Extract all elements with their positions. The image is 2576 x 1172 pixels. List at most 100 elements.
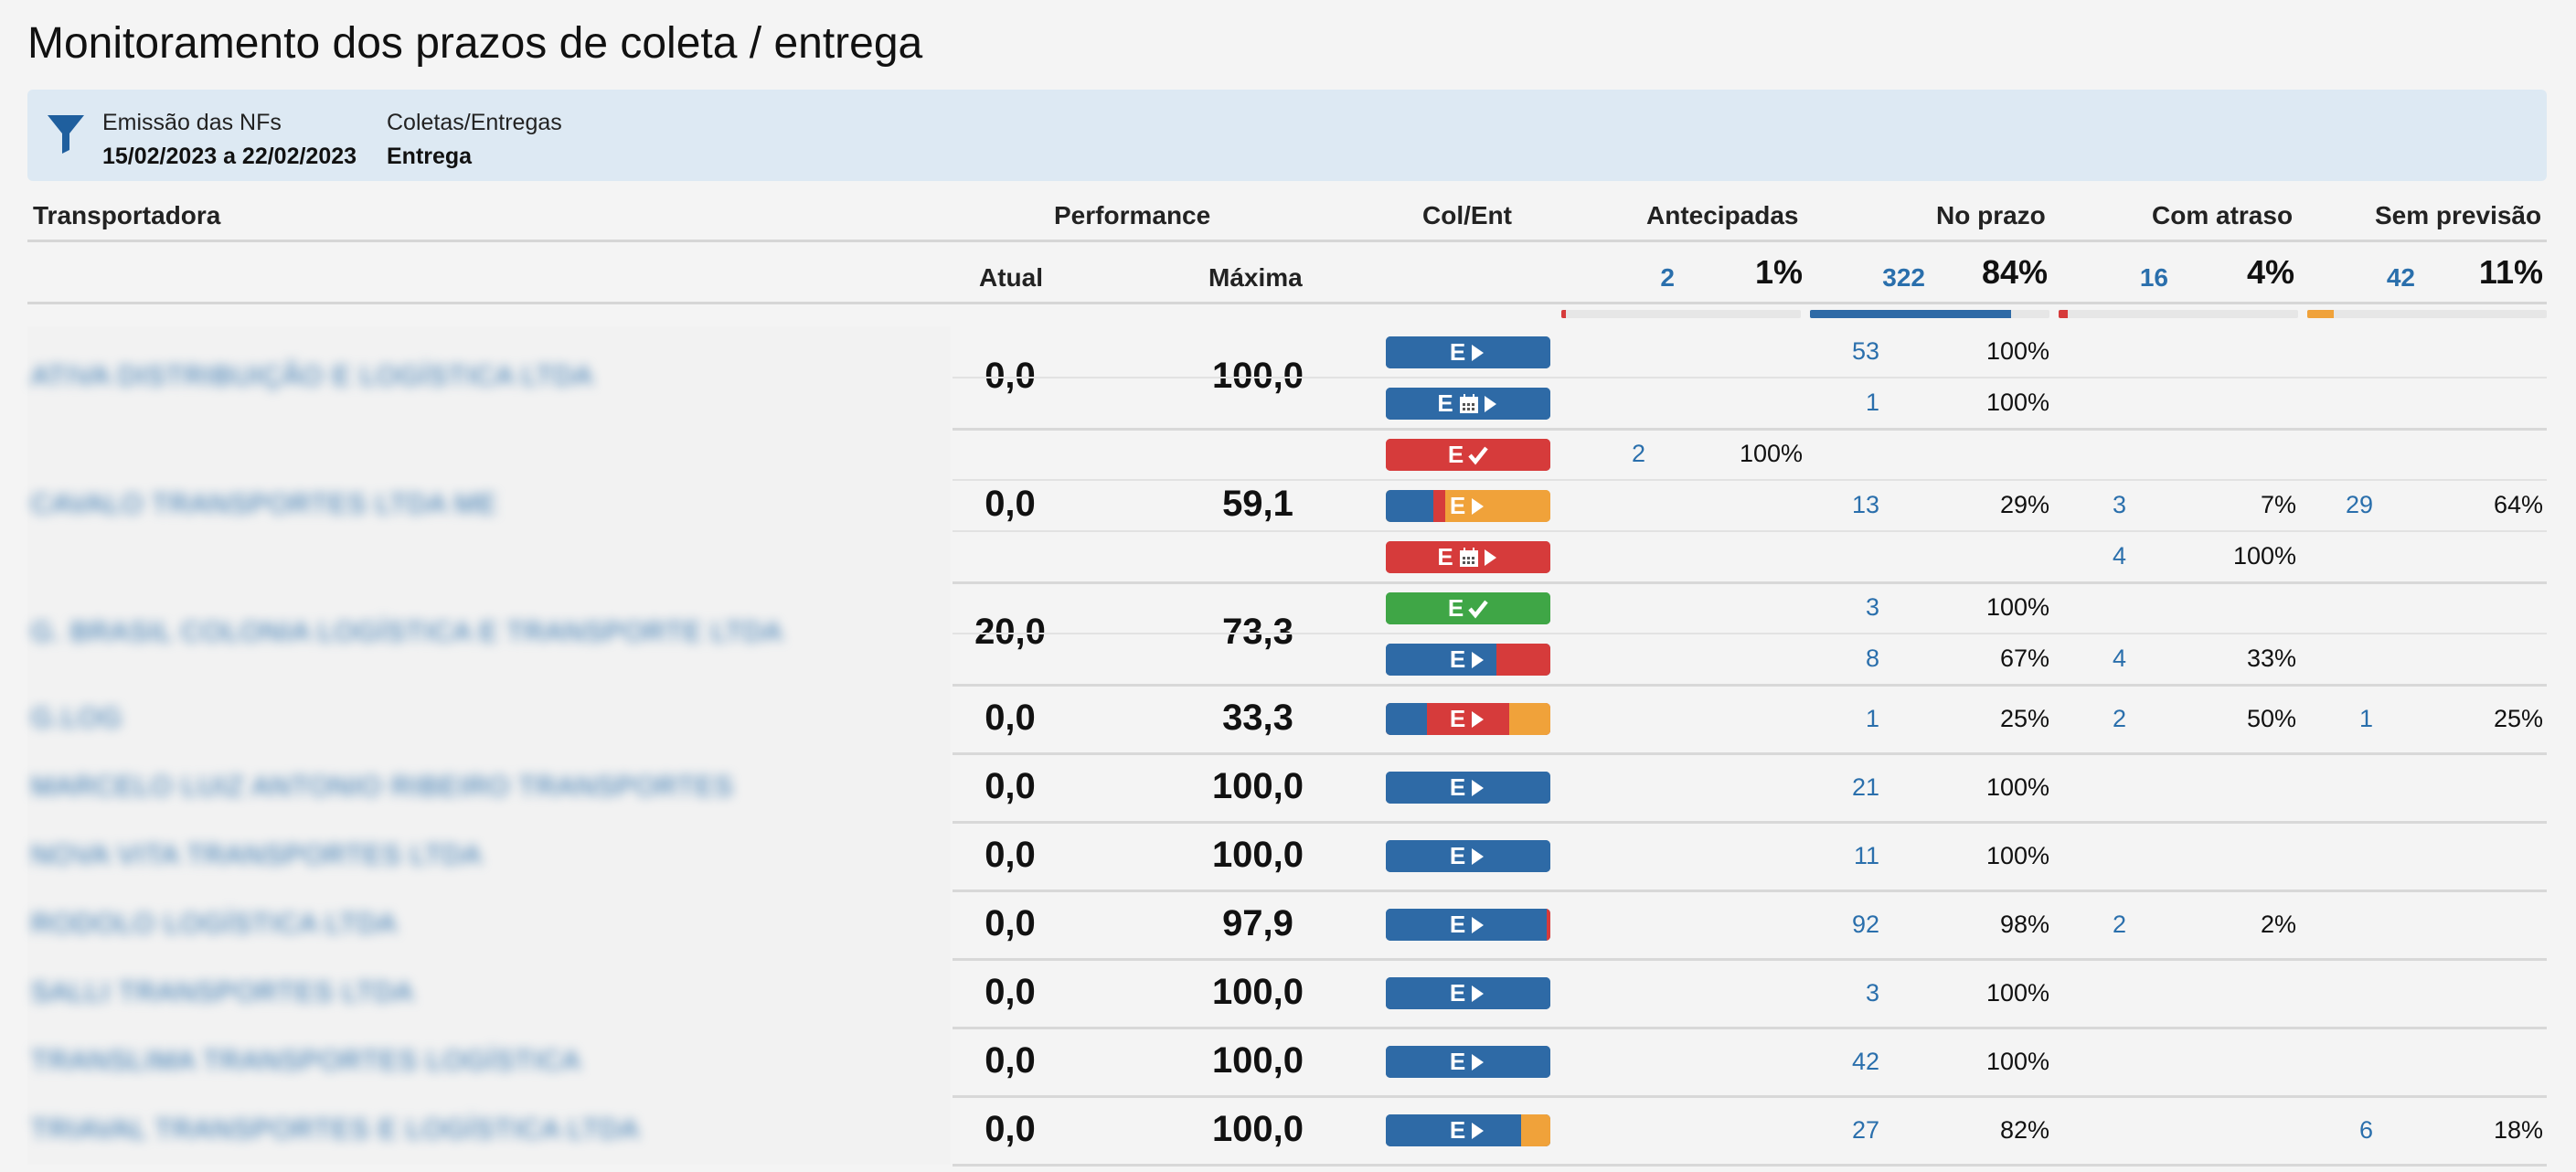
header-maxima[interactable]: Máxima	[1208, 263, 1303, 292]
carrier-divider	[953, 684, 2547, 687]
carrier-name-cell	[27, 685, 951, 753]
no-prazo-count[interactable]: 3	[1865, 978, 1879, 1007]
bar-antecipadas	[1561, 310, 1801, 318]
play-icon	[1472, 652, 1485, 668]
bar-no-prazo-fill	[1810, 310, 2012, 318]
carrier-name[interactable]: MARCELO LUIZ ANTONIO RIBEIRO TRANSPORTES	[31, 771, 734, 802]
summary-antecipadas-pct: 1%	[1754, 253, 1803, 291]
no-prazo-count[interactable]: 92	[1851, 910, 1879, 938]
carrier-divider	[953, 581, 2547, 584]
sem-previsao-count[interactable]: 6	[2358, 1115, 2373, 1144]
no-prazo-count[interactable]: 13	[1851, 491, 1879, 518]
header-com-atraso[interactable]: Com atraso	[2152, 201, 2294, 229]
status-badge[interactable]: E	[1386, 490, 1550, 522]
summary-sem-previsao-pct: 11%	[2478, 253, 2543, 291]
status-badge[interactable]: E	[1386, 1114, 1550, 1146]
no-prazo-count[interactable]: 11	[1853, 841, 1879, 869]
no-prazo-count[interactable]: 1	[1865, 704, 1879, 732]
sem-previsao-count[interactable]: 1	[2358, 704, 2373, 732]
no-prazo-pct: 100%	[1985, 337, 2049, 365]
filter-coletas-label: Coletas/Entregas	[387, 110, 562, 135]
status-badge[interactable]: E	[1386, 541, 1550, 573]
performance-maxima: 100,0	[1211, 834, 1304, 875]
summary-sem-previsao-count[interactable]: 42	[2386, 263, 2415, 292]
com-atraso-count[interactable]: 2	[2112, 704, 2126, 732]
performance-atual: 0,0	[985, 697, 1036, 738]
badge-letter: E	[1437, 389, 1454, 417]
header-antecipadas[interactable]: Antecipadas	[1646, 201, 1799, 229]
badge-label: E	[1386, 840, 1550, 872]
com-atraso-count[interactable]: 3	[2112, 491, 2126, 518]
no-prazo-count[interactable]: 42	[1851, 1047, 1879, 1075]
performance-atual: 0,0	[985, 484, 1036, 524]
badge-label: E	[1386, 1046, 1550, 1078]
carrier-name-cell	[27, 890, 951, 959]
filter-bar[interactable]: Emissão das NFs 15/02/2023 a 22/02/2023 …	[27, 90, 2547, 181]
row-divider	[953, 479, 2547, 481]
performance-maxima: 100,0	[1211, 1039, 1304, 1081]
no-prazo-count[interactable]: 3	[1865, 593, 1879, 621]
filter-icon[interactable]	[46, 112, 86, 155]
carrier-name[interactable]: G. BRASIL COLONIA LOGÍSTICA E TRANSPORTE…	[31, 617, 783, 647]
status-badge[interactable]: E	[1386, 840, 1550, 872]
summary-no-prazo-count[interactable]: 322	[1882, 263, 1925, 292]
header-atual[interactable]: Atual	[979, 263, 1043, 292]
no-prazo-count[interactable]: 8	[1865, 645, 1879, 672]
status-badge[interactable]: E	[1386, 388, 1550, 420]
summary-divider	[27, 302, 2547, 304]
performance-atual: 20,0	[974, 612, 1046, 652]
bar-com-atraso-fill	[2059, 310, 2069, 318]
carrier-name[interactable]: NOVA VITA TRANSPORTES LTDA	[31, 839, 483, 870]
carrier-name[interactable]: ATIVA DISTRIBUIÇÃO E LOGÍSTICA LTDA	[31, 361, 594, 391]
carrier-name[interactable]: TRIAVAL TRANSPORTES E LOGÍSTICA LTDA	[31, 1113, 640, 1145]
carrier-name[interactable]: G.LOG	[31, 702, 123, 733]
badge-letter: E	[1449, 773, 1467, 801]
com-atraso-count[interactable]: 4	[2112, 645, 2126, 672]
no-prazo-pct: 67%	[1999, 645, 2049, 672]
no-prazo-count[interactable]: 53	[1851, 337, 1879, 365]
carrier-name[interactable]: SALLI TRANSPORTES LTDA	[31, 976, 414, 1007]
summary-antecipadas-count[interactable]: 2	[1660, 263, 1675, 292]
sem-previsao-pct: 18%	[2493, 1115, 2543, 1144]
status-badge[interactable]: E	[1386, 1046, 1550, 1078]
carrier-name[interactable]: CAVALO TRANSPORTES LTDA ME	[31, 489, 498, 519]
header-transportadora[interactable]: Transportadora	[33, 201, 221, 229]
status-badge[interactable]: E	[1386, 977, 1550, 1009]
status-badge[interactable]: E	[1386, 909, 1550, 941]
performance-maxima: 33,3	[1222, 697, 1293, 738]
status-badge[interactable]: E	[1386, 336, 1550, 368]
status-badge[interactable]: E	[1386, 439, 1550, 471]
badge-letter: E	[1449, 1116, 1467, 1144]
row-divider	[953, 633, 2547, 634]
carrier-name[interactable]: TRANSLIMA TRANSPORTES LOGÍSTICA	[31, 1045, 581, 1076]
com-atraso-count[interactable]: 2	[2112, 910, 2126, 938]
carrier-divider	[953, 1164, 2547, 1167]
carrier-name-cell	[27, 959, 951, 1028]
no-prazo-count[interactable]: 21	[1851, 772, 1879, 801]
bar-sem-previsao-fill	[2307, 310, 2334, 318]
antecipadas-count[interactable]: 2	[1631, 440, 1645, 467]
check-icon	[1468, 600, 1488, 619]
carrier-name[interactable]: RODOLO LOGÍSTICA LTDA	[31, 908, 398, 939]
no-prazo-pct: 25%	[1999, 704, 2049, 732]
no-prazo-pct: 98%	[1999, 910, 2049, 938]
status-badge[interactable]: E	[1386, 592, 1550, 624]
badge-label: E	[1386, 490, 1550, 522]
performance-maxima: 100,0	[1211, 1108, 1304, 1149]
badge-letter: E	[1449, 338, 1467, 366]
carrier-divider	[953, 1095, 2547, 1098]
com-atraso-count[interactable]: 4	[2112, 542, 2126, 570]
no-prazo-count[interactable]: 27	[1851, 1115, 1879, 1144]
no-prazo-count[interactable]: 1	[1865, 389, 1879, 416]
badge-label: E	[1386, 439, 1550, 471]
header-no-prazo[interactable]: No prazo	[1936, 201, 2046, 229]
status-badge[interactable]: E	[1386, 703, 1550, 735]
header-sem-previsao[interactable]: Sem previsão	[2375, 201, 2542, 229]
status-badge[interactable]: E	[1386, 772, 1550, 804]
badge-segment	[1444, 490, 1550, 522]
badge-segment	[1386, 909, 1548, 941]
sem-previsao-count[interactable]: 29	[2345, 491, 2373, 518]
summary-com-atraso-count[interactable]: 16	[2139, 263, 2168, 292]
row-divider	[953, 377, 2547, 378]
status-badge[interactable]: E	[1386, 644, 1550, 676]
